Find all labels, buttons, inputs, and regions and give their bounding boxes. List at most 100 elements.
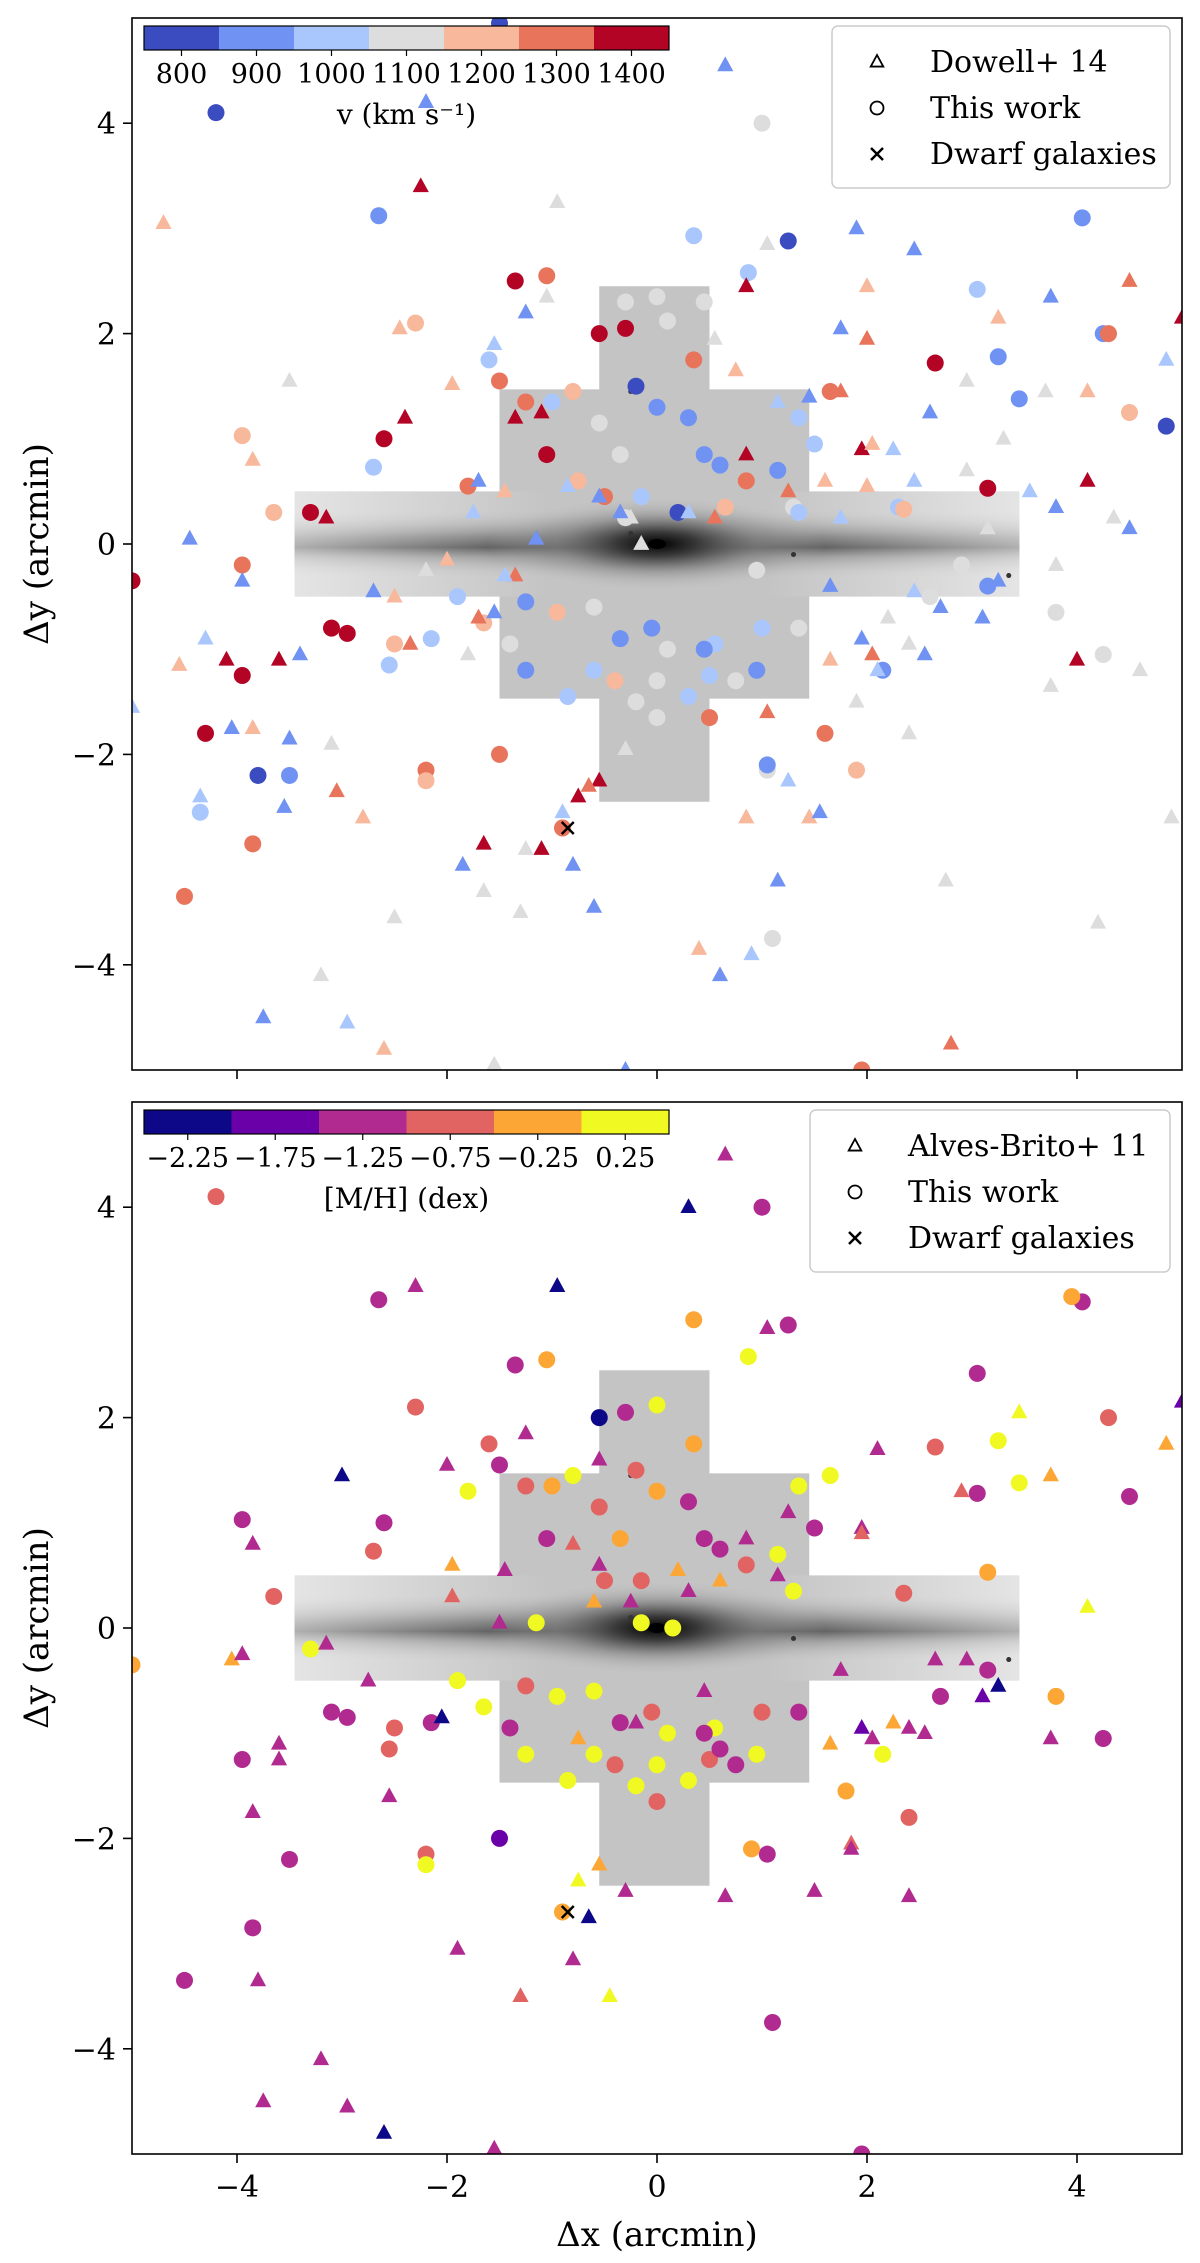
colorbar-segment — [581, 1110, 670, 1134]
point-literature — [780, 1503, 797, 1519]
point-this-work — [386, 635, 403, 653]
point-this-work — [538, 446, 556, 464]
point-literature — [680, 1582, 697, 1598]
point-this-work — [611, 1530, 629, 1548]
point-this-work — [643, 619, 661, 637]
point-this-work — [281, 766, 298, 784]
point-literature — [1131, 661, 1149, 677]
point-this-work — [459, 1482, 477, 1500]
point-this-work — [779, 1316, 797, 1334]
point-this-work — [921, 588, 939, 606]
point-literature — [375, 1039, 393, 1055]
point-literature — [780, 771, 797, 787]
point-literature — [995, 429, 1012, 445]
y-axis-label: Δy (arcmin) — [17, 1527, 57, 1729]
point-this-work — [737, 1556, 755, 1574]
point-literature — [132, 698, 141, 713]
point-literature — [1105, 508, 1122, 524]
point-literature — [365, 582, 382, 598]
point-literature — [1173, 1392, 1182, 1408]
point-literature — [496, 482, 513, 498]
point-this-work — [632, 488, 650, 506]
point-literature — [391, 319, 408, 335]
point-literature — [491, 1613, 508, 1629]
point-this-work — [627, 693, 645, 711]
point-literature — [1037, 382, 1054, 398]
point-this-work — [449, 588, 466, 606]
point-literature — [769, 871, 786, 887]
point-this-work — [449, 1672, 466, 1690]
colorbar-tick-label: −0.25 — [496, 1143, 579, 1174]
point-this-work — [585, 661, 603, 679]
point-literature — [517, 303, 534, 319]
point-this-work — [753, 619, 771, 637]
point-literature — [564, 1534, 582, 1550]
point-literature — [622, 508, 639, 524]
point-this-work — [207, 104, 225, 122]
point-literature — [517, 1424, 534, 1440]
y-tick-label: 0 — [97, 1612, 116, 1647]
point-literature — [591, 1855, 608, 1871]
point-this-work — [790, 409, 808, 427]
point-literature — [822, 577, 839, 592]
point-literature — [669, 1561, 687, 1576]
point-this-work — [685, 351, 703, 369]
point-literature — [375, 2123, 393, 2139]
point-literature — [1042, 677, 1059, 692]
point-literature — [386, 908, 403, 924]
point-this-work — [585, 598, 603, 616]
point-literature — [1042, 1729, 1059, 1745]
point-this-work — [590, 414, 608, 432]
point-this-work — [197, 724, 214, 742]
point-literature — [690, 940, 708, 955]
point-literature — [1079, 1597, 1096, 1613]
point-literature — [974, 1687, 991, 1703]
point-this-work — [1073, 209, 1091, 227]
point-this-work — [711, 1740, 729, 1758]
point-this-work — [559, 688, 577, 706]
point-literature — [1011, 1403, 1028, 1419]
point-literature — [990, 571, 1007, 587]
point-literature — [386, 587, 403, 603]
point-literature — [538, 287, 555, 303]
point-literature — [1158, 350, 1175, 366]
point-this-work — [790, 619, 808, 637]
point-literature — [858, 477, 876, 492]
point-literature — [832, 508, 849, 524]
point-this-work — [648, 398, 666, 416]
point-literature — [617, 1882, 634, 1897]
point-literature — [801, 808, 818, 824]
point-this-work — [737, 472, 755, 490]
point-this-work — [517, 661, 535, 679]
point-literature — [879, 608, 897, 624]
point-literature — [580, 1908, 597, 1924]
point-literature — [197, 629, 214, 645]
point-this-work — [559, 1772, 577, 1790]
point-literature — [738, 445, 755, 461]
point-literature — [832, 1661, 849, 1676]
point-literature — [291, 645, 309, 661]
point-this-work — [648, 672, 666, 690]
point-this-work — [233, 667, 251, 684]
point-literature — [864, 645, 881, 661]
point-literature — [706, 329, 723, 345]
point-this-work — [538, 1530, 556, 1548]
point-literature — [816, 471, 834, 487]
point-this-work — [265, 503, 283, 521]
point-this-work — [926, 354, 944, 372]
point-literature — [585, 1592, 603, 1608]
point-this-work — [659, 640, 676, 658]
point-this-work — [816, 724, 834, 742]
point-literature — [318, 508, 335, 524]
legend-label: Dowell+ 14 — [930, 45, 1108, 80]
point-this-work — [370, 207, 388, 225]
point-this-work — [491, 1456, 508, 1474]
point-this-work — [480, 351, 498, 369]
point-literature — [900, 634, 918, 650]
point-this-work — [233, 427, 251, 445]
point-this-work — [590, 325, 608, 343]
point-this-work — [380, 1740, 398, 1758]
point-literature — [906, 240, 923, 256]
point-this-work — [753, 1703, 771, 1721]
y-tick-label: −4 — [72, 2033, 116, 2068]
